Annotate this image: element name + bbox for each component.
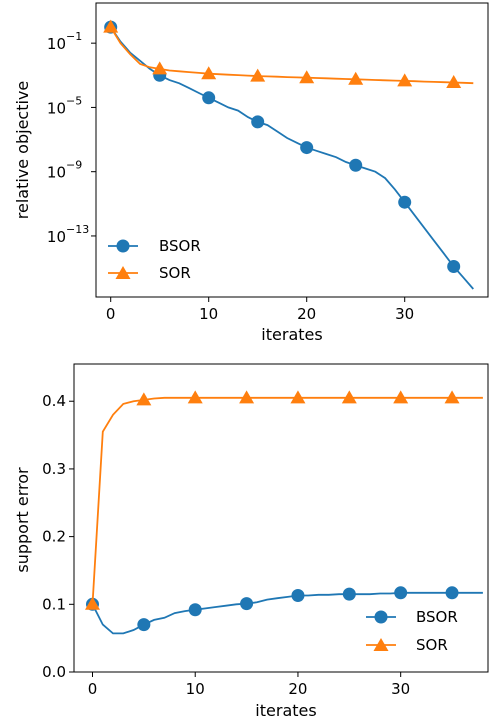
y-tick-exponent: −5 [66, 94, 82, 107]
x-tick-label: 0 [106, 305, 116, 323]
data-point-sor [341, 390, 357, 404]
data-point-bsor [447, 259, 461, 273]
relative-objective-chart: relative objective iterates 0 10 20 30 10 −1… [13, 2, 489, 344]
legend-label-sor: SOR [416, 636, 448, 654]
y-tick-label: 10 [47, 35, 66, 53]
data-point-sor [152, 61, 168, 75]
x-ticks: 0 10 20 30 [106, 297, 414, 323]
y-tick-exponent: −13 [66, 223, 89, 236]
plot-frame [73, 363, 489, 673]
legend: BSOR SOR [363, 601, 481, 663]
legend-label-sor: SOR [159, 264, 191, 282]
x-tick-label: 10 [186, 680, 205, 698]
series-layer [103, 19, 474, 290]
data-point-sor [393, 390, 409, 404]
data-point-sor [250, 68, 266, 82]
x-ticks: 0 10 20 30 [88, 672, 410, 698]
y-tick-exponent: −9 [66, 159, 82, 172]
x-tick-label: 20 [297, 305, 316, 323]
data-point-sor [446, 75, 462, 89]
data-point-bsor [445, 586, 459, 600]
x-tick-label: 30 [395, 305, 414, 323]
data-point-bsor [291, 589, 305, 603]
y-tick-label: 10 [47, 164, 66, 182]
data-point-bsor [240, 597, 254, 611]
support-error-chart: support error iterates 0 10 20 30 0.0 0.1 0.2… [13, 363, 489, 720]
series-line-bsor [109, 26, 474, 290]
y-axis-label: relative objective [13, 81, 32, 220]
x-tick-label: 0 [88, 680, 98, 698]
series-layer [84, 390, 483, 635]
legend: BSOR SOR [108, 237, 201, 282]
plot-frame [95, 2, 489, 298]
x-tick-label: 10 [199, 305, 218, 323]
data-point-sor [103, 19, 119, 33]
data-point-bsor [137, 618, 151, 632]
data-point-bsor [300, 141, 314, 155]
series-line-sor [109, 26, 474, 85]
data-point-bsor [188, 603, 202, 617]
legend-label-bsor: BSOR [416, 608, 458, 626]
y-tick-label: 0.4 [42, 392, 66, 410]
y-ticks: 0.0 0.1 0.2 0.3 0.4 [42, 392, 74, 681]
data-point-bsor [349, 158, 363, 172]
y-tick-label: 0.0 [42, 663, 66, 681]
data-point-sor [348, 71, 364, 85]
data-point-sor [84, 596, 100, 610]
legend-marker-sor [115, 266, 131, 279]
y-tick-label: 10 [47, 99, 66, 117]
y-tick-label: 0.2 [42, 528, 66, 546]
legend-marker-bsor [374, 610, 388, 624]
data-point-sor [444, 390, 460, 404]
data-point-sor [290, 390, 306, 404]
y-ticks: 10−110−510−910−13 [47, 30, 96, 246]
legend-label-bsor: BSOR [159, 237, 201, 255]
data-point-bsor [251, 115, 265, 129]
data-point-bsor [398, 195, 412, 209]
y-tick-exponent: −1 [66, 30, 82, 43]
data-point-bsor [394, 586, 408, 600]
x-axis-label: iterates [261, 325, 322, 344]
legend-marker-bsor [116, 239, 130, 253]
data-point-sor [299, 70, 315, 84]
series-line-bsor [91, 591, 483, 635]
x-tick-label: 20 [288, 680, 307, 698]
data-point-sor [239, 390, 255, 404]
x-axis-label: iterates [255, 701, 316, 720]
data-point-bsor [342, 587, 356, 601]
x-tick-label: 30 [391, 680, 410, 698]
y-tick-label: 0.1 [42, 595, 66, 613]
y-tick-label: 0.3 [42, 460, 66, 478]
data-point-sor [136, 392, 152, 406]
data-point-sor [201, 66, 217, 80]
series-line-sor [91, 396, 483, 605]
data-point-sor [187, 390, 203, 404]
data-point-bsor [202, 91, 216, 105]
y-axis-label: support error [13, 467, 32, 573]
y-tick-label: 10 [47, 228, 66, 246]
data-point-sor [397, 73, 413, 87]
legend-marker-sor [373, 638, 389, 651]
